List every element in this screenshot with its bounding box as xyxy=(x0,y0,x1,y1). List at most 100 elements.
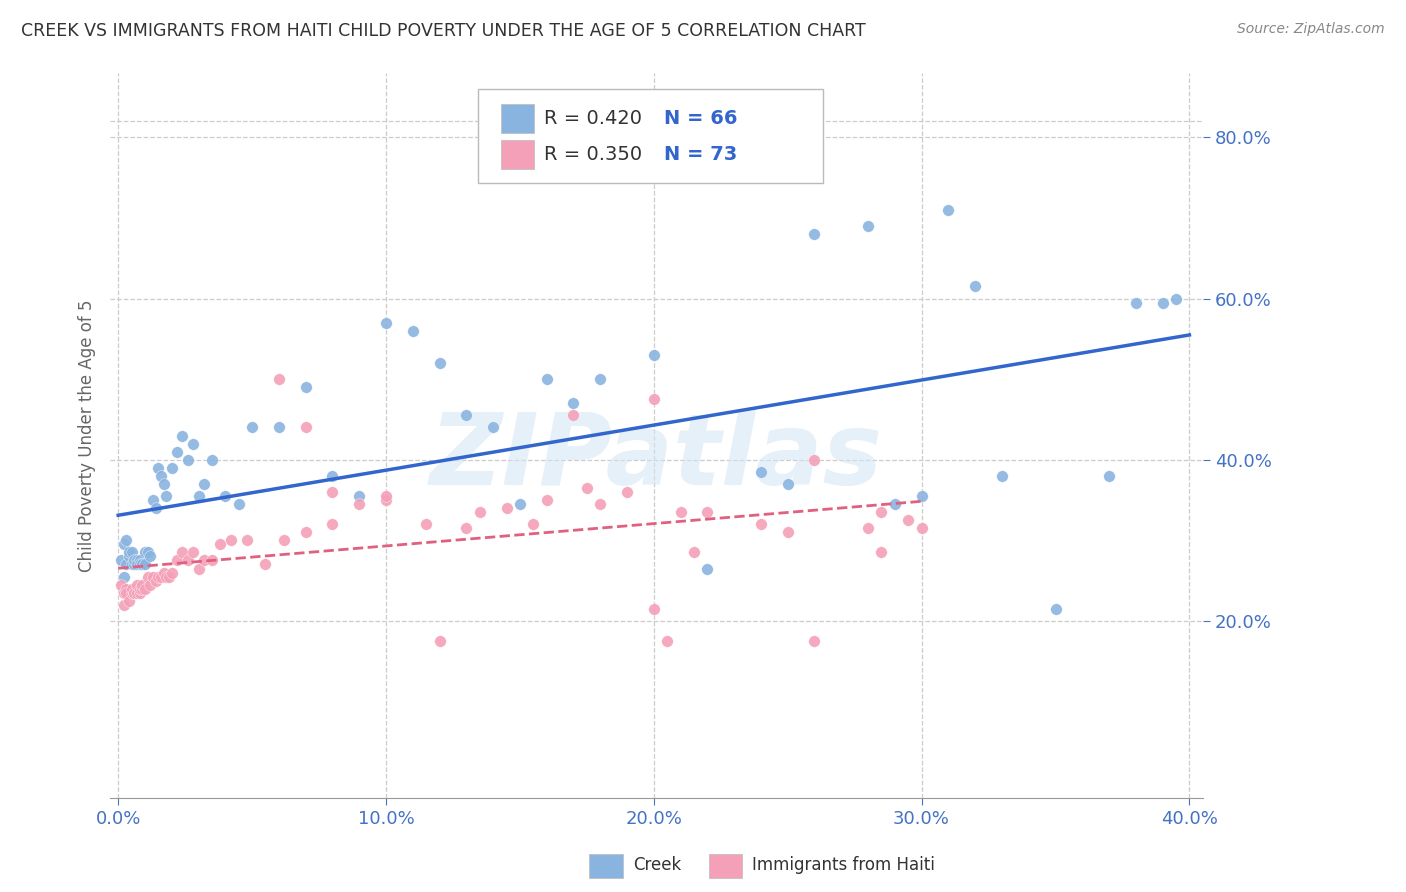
Point xyxy=(187,561,209,575)
Point xyxy=(134,558,156,572)
Point xyxy=(110,577,132,591)
Point xyxy=(897,513,920,527)
Point xyxy=(910,489,932,503)
Point xyxy=(125,585,148,599)
Point xyxy=(112,537,135,551)
Point xyxy=(118,593,141,607)
Point xyxy=(136,545,159,559)
Point xyxy=(683,545,706,559)
Point xyxy=(267,420,290,434)
Point xyxy=(240,420,263,434)
Point xyxy=(294,420,316,434)
Point xyxy=(125,577,148,591)
Point xyxy=(139,549,162,564)
Point xyxy=(193,476,215,491)
Point xyxy=(150,569,173,583)
Point xyxy=(148,460,170,475)
Point xyxy=(122,585,145,599)
Text: ZIPatlas: ZIPatlas xyxy=(430,409,883,506)
Point xyxy=(166,444,188,458)
Point xyxy=(375,493,398,508)
Point xyxy=(321,468,343,483)
Point xyxy=(152,476,174,491)
Point xyxy=(208,537,231,551)
Point xyxy=(965,279,987,293)
Point xyxy=(148,569,170,583)
Point xyxy=(562,396,585,410)
Point xyxy=(456,409,478,423)
Point xyxy=(254,558,277,572)
Point xyxy=(201,553,224,567)
Point xyxy=(536,372,558,386)
Point xyxy=(803,227,825,241)
Point xyxy=(145,574,167,588)
Point xyxy=(112,598,135,612)
Point xyxy=(375,489,398,503)
Point xyxy=(321,517,343,532)
Point xyxy=(118,549,141,564)
Point xyxy=(643,392,665,407)
Point xyxy=(402,324,425,338)
Point xyxy=(696,505,718,519)
Point xyxy=(429,634,451,648)
Point xyxy=(122,558,145,572)
Point xyxy=(118,545,141,559)
Point xyxy=(155,489,177,503)
Point xyxy=(749,465,772,479)
Point xyxy=(589,497,612,511)
Point xyxy=(136,569,159,583)
Point xyxy=(125,558,148,572)
Point xyxy=(575,481,598,495)
Text: N = 73: N = 73 xyxy=(664,145,737,164)
Point xyxy=(121,582,143,596)
Point xyxy=(870,545,893,559)
Point xyxy=(152,566,174,580)
Point xyxy=(657,634,679,648)
Point xyxy=(128,585,150,599)
Point xyxy=(375,316,398,330)
Point xyxy=(562,409,585,423)
Point xyxy=(803,452,825,467)
Point xyxy=(267,372,290,386)
Point xyxy=(643,348,665,362)
Point xyxy=(115,533,138,548)
Point xyxy=(883,497,905,511)
Point xyxy=(142,493,165,508)
Point xyxy=(128,558,150,572)
Point xyxy=(856,521,879,535)
Point xyxy=(145,501,167,516)
Point xyxy=(172,545,194,559)
Point xyxy=(536,493,558,508)
Point xyxy=(139,577,162,591)
Point xyxy=(121,585,143,599)
Point xyxy=(177,452,200,467)
Point xyxy=(803,634,825,648)
Point xyxy=(121,558,143,572)
Point xyxy=(181,545,204,559)
Point xyxy=(219,533,242,548)
Point xyxy=(214,489,236,503)
Point xyxy=(155,569,177,583)
Point xyxy=(112,585,135,599)
Point xyxy=(321,485,343,500)
Point xyxy=(669,505,692,519)
Point xyxy=(160,460,183,475)
Point xyxy=(429,356,451,370)
Point xyxy=(509,497,531,511)
Point xyxy=(128,582,150,596)
Point xyxy=(122,585,145,599)
Point xyxy=(177,553,200,567)
Point xyxy=(134,582,156,596)
Point xyxy=(1125,295,1147,310)
Point xyxy=(157,569,180,583)
Text: N = 66: N = 66 xyxy=(664,109,737,128)
Text: R = 0.420: R = 0.420 xyxy=(544,109,643,128)
Point xyxy=(125,553,148,567)
Point xyxy=(938,202,960,217)
Point xyxy=(112,569,135,583)
Point xyxy=(1152,295,1174,310)
Point xyxy=(294,525,316,540)
Point xyxy=(856,219,879,233)
Point xyxy=(235,533,257,548)
Point xyxy=(115,585,138,599)
